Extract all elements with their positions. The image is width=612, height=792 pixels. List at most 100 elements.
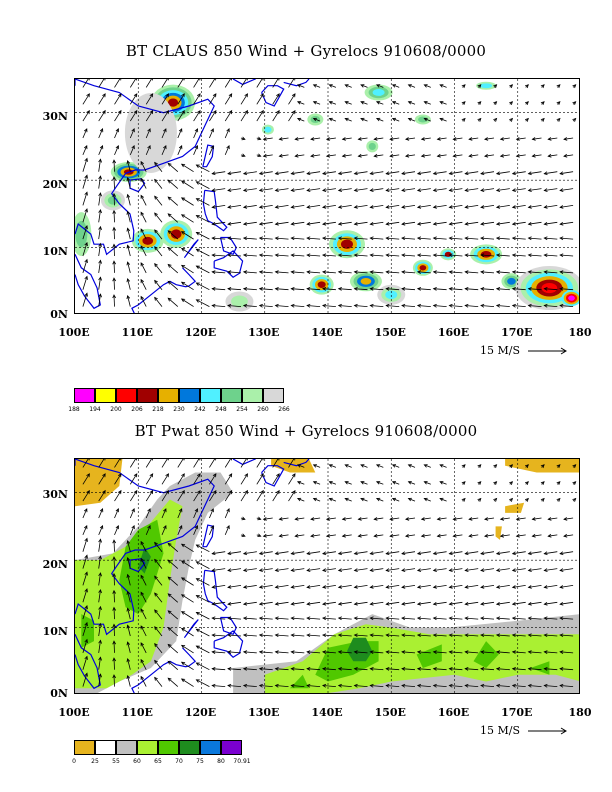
wind-vector	[453, 137, 463, 140]
wind-vector-head	[195, 662, 200, 666]
wind-vector	[113, 176, 115, 189]
wind-vector-head	[140, 211, 145, 216]
wind-vector	[291, 685, 305, 687]
wind-vector	[193, 508, 198, 519]
wind-vector	[310, 517, 321, 520]
wind-vector-head	[477, 84, 482, 89]
wind-vector-head	[195, 231, 200, 236]
wind-vector-head	[84, 275, 88, 280]
wind-vector-head	[559, 616, 564, 621]
wind-vector	[386, 551, 400, 555]
wind-vector	[243, 288, 257, 291]
wind-vector-head	[464, 270, 469, 274]
wind-vector	[196, 282, 210, 291]
wind-vector-head	[167, 280, 172, 285]
wind-vector-head	[484, 153, 489, 158]
wind-vector-head	[165, 109, 169, 115]
wind-vector-head	[353, 205, 358, 209]
wind-vector	[227, 685, 242, 687]
wind-vector	[154, 626, 163, 637]
cloud-contour	[317, 281, 326, 288]
wind-vector	[145, 490, 154, 502]
wind-vector-head	[464, 287, 469, 291]
wind-vector-head	[98, 639, 102, 644]
wind-vector-head	[416, 601, 422, 606]
wind-vector-head	[448, 287, 453, 291]
wind-vector	[500, 517, 510, 520]
wind-vector	[401, 305, 416, 307]
wind-vector-head	[385, 585, 390, 589]
wind-vector	[181, 543, 194, 553]
wind-vector-head	[509, 497, 514, 502]
wind-vector-head	[212, 109, 217, 115]
wind-vector-head	[527, 171, 532, 176]
wind-vector-head	[468, 137, 473, 141]
wind-vector	[98, 243, 101, 257]
map1-svg	[75, 79, 579, 313]
wind-vector	[307, 585, 321, 588]
wind-vector	[129, 525, 135, 536]
wind-vector-head	[112, 640, 117, 645]
wind-vector-head	[167, 677, 172, 682]
wind-vector-head	[98, 572, 102, 577]
wind-vector	[469, 154, 479, 157]
wind-vector-head	[322, 616, 327, 621]
wind-vector	[227, 288, 242, 291]
wind-vector-head	[98, 276, 102, 281]
wind-vector	[532, 137, 542, 140]
cloud-contour	[170, 229, 182, 239]
wind-vector-head	[131, 128, 135, 133]
wind-vector-head	[163, 145, 167, 150]
wind-vector	[98, 623, 101, 637]
wind-vector-head	[102, 489, 106, 495]
wind-vector	[376, 464, 384, 468]
wind-vector-head	[312, 464, 317, 468]
map1-legend-swatch	[95, 388, 116, 403]
coastline	[75, 254, 101, 310]
wind-vector-head	[195, 578, 200, 582]
wind-vector	[243, 634, 257, 637]
wind-vector-head	[258, 205, 263, 209]
wind-vector	[370, 254, 384, 257]
wind-vector	[307, 668, 321, 671]
wind-vector-head	[195, 645, 200, 650]
wind-vector-head	[310, 533, 315, 538]
pwat-region	[290, 674, 309, 689]
wind-vector-head	[407, 117, 412, 122]
wind-vector-head	[296, 117, 302, 122]
wind-vector	[272, 79, 279, 88]
wind-vector-head	[480, 171, 485, 176]
wind-vector	[532, 517, 542, 520]
wind-vector-head	[290, 270, 295, 274]
wind-vector-head	[559, 205, 564, 209]
wind-vector	[465, 171, 479, 175]
wind-vector	[560, 171, 574, 175]
map2-legend-value: 0	[72, 758, 76, 765]
map2-panel[interactable]	[74, 458, 580, 694]
wind-vector-head	[423, 481, 428, 485]
wind-vector-head	[149, 459, 153, 461]
wind-vector-head	[385, 303, 390, 308]
wind-vector	[417, 221, 431, 225]
wind-vector-head	[369, 633, 374, 638]
map1-panel[interactable]	[74, 78, 580, 314]
wind-vector	[563, 517, 574, 520]
wind-vector-head	[126, 160, 131, 165]
map1-legend-swatch	[116, 388, 137, 403]
wind-vector	[259, 205, 273, 208]
wind-vector	[98, 159, 101, 172]
wind-vector-head	[468, 153, 473, 158]
wind-vector	[480, 171, 495, 175]
wind-vector-head	[262, 533, 267, 538]
wind-vector-head	[213, 459, 217, 461]
wind-vector	[259, 288, 273, 291]
wind-vector	[408, 498, 416, 502]
wind-vector-head	[369, 287, 374, 291]
coastline	[213, 250, 244, 278]
wind-vector	[181, 644, 194, 654]
map1-legend-swatch	[263, 388, 284, 403]
wind-vector	[307, 634, 321, 637]
wind-vector-head	[140, 228, 145, 233]
wind-vector-head	[291, 489, 296, 495]
wind-vector-head	[527, 205, 532, 209]
